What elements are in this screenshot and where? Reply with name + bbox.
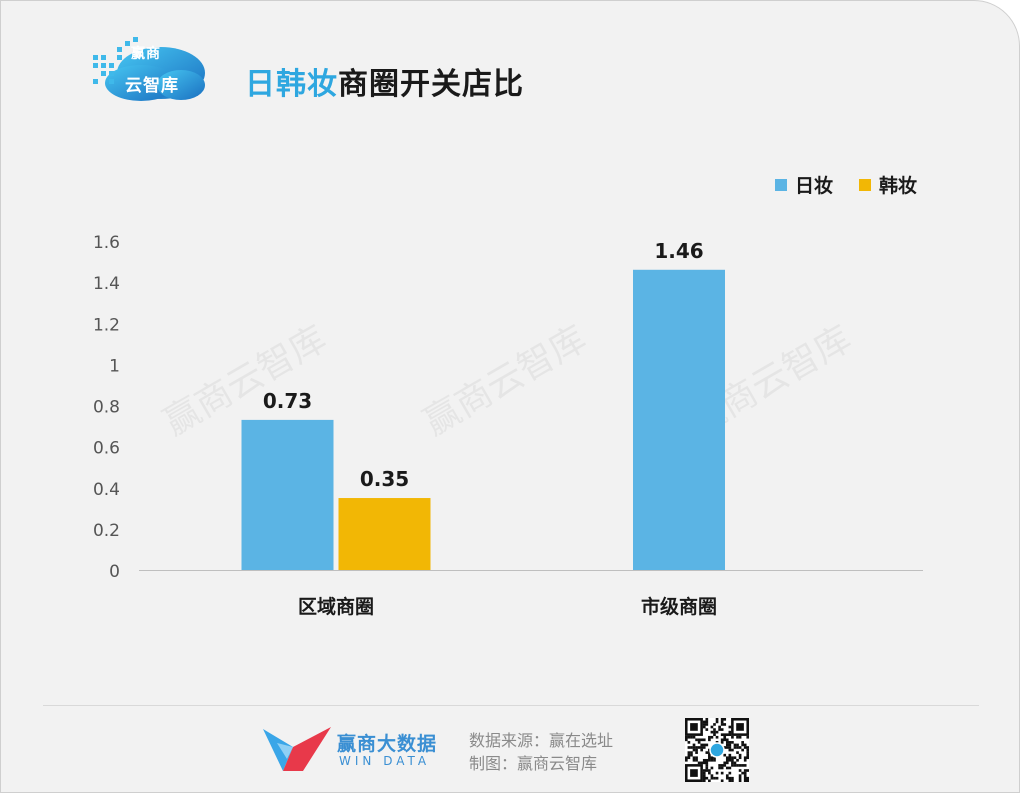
data-label: 0.35 (360, 467, 409, 491)
data-label: 0.73 (263, 389, 312, 413)
logo-text-line2: 云智库 (125, 76, 179, 96)
x-category-label: 区域商圈 (298, 595, 374, 618)
chart-title-highlight: 日韩妆 (245, 67, 338, 102)
logo-text-line1: 赢商 (131, 46, 161, 62)
qr-code (685, 718, 750, 783)
bar-japanese (241, 419, 334, 570)
y-tick-label: 0.2 (93, 521, 120, 541)
bar-chart: 赢商云智库 赢商云智库 赢商云智库00.20.40.60.811.21.41.60.… (93, 233, 923, 618)
source-line-data: 数据来源：赢在选址 (469, 731, 614, 750)
y-tick-label: 0 (109, 562, 120, 582)
legend-swatch-korean (858, 178, 871, 191)
footer-source: 数据来源：赢在选址 制图：赢商云智库 (469, 729, 613, 775)
logo: 赢商 云智库 (89, 35, 209, 105)
legend-label-korean: 韩妆 (878, 175, 917, 197)
y-tick-label: 1.6 (93, 233, 120, 253)
chart-title-rest: 商圈开关店比 (338, 67, 524, 102)
footer-brand-cn: 赢商大数据 (337, 733, 438, 755)
y-tick-label: 1 (109, 356, 120, 376)
footer-brand-en: WIN DATA (339, 754, 431, 768)
legend-label-japanese: 日妆 (794, 175, 833, 197)
watermark-text: 赢商云智库 (417, 318, 593, 444)
y-tick-label: 1.4 (93, 274, 120, 294)
y-tick-label: 0.8 (93, 398, 120, 418)
chart-title: 日韩妆商圈开关店比 (245, 59, 524, 103)
footer-brand: 赢商大数据 WIN DATA (263, 725, 443, 775)
win-data-logo-icon (263, 727, 331, 771)
cloud-logo-icon (93, 37, 205, 101)
source-line-chart: 制图：赢商云智库 (469, 754, 598, 773)
y-tick-label: 0.6 (93, 439, 120, 459)
data-label: 1.46 (654, 239, 703, 263)
bar-korean (338, 498, 431, 570)
qr-code-icon (685, 718, 750, 783)
legend-swatch-japanese (774, 178, 787, 191)
legend: 日妆 韩妆 (774, 171, 917, 198)
legend-item-korean: 韩妆 (858, 171, 917, 198)
footer-divider (43, 705, 979, 706)
x-category-label: 市级商圈 (641, 595, 717, 618)
y-tick-label: 1.2 (93, 315, 120, 335)
bar-japanese (633, 269, 725, 570)
legend-item-japanese: 日妆 (774, 171, 833, 198)
y-tick-label: 0.4 (93, 480, 120, 500)
